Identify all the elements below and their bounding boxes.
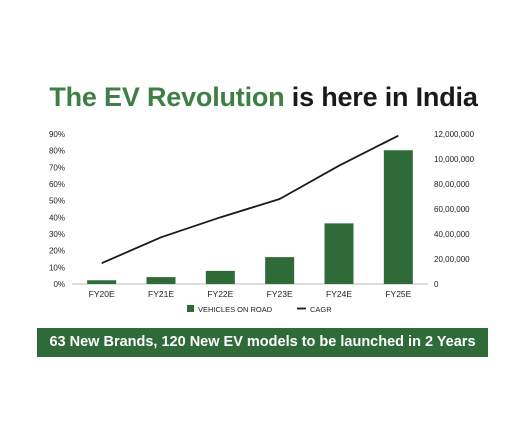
x-tick-label: FY20E bbox=[89, 289, 115, 299]
x-tick-label: FY23E bbox=[267, 289, 293, 299]
x-tick-label: FY22E bbox=[207, 289, 233, 299]
left-tick-label: 0% bbox=[53, 280, 65, 289]
bar bbox=[383, 150, 413, 284]
right-tick-label: 40,00,000 bbox=[434, 230, 470, 239]
legend-bar-swatch bbox=[187, 305, 194, 312]
ev-chart: 0% 10% 20% 30% 40% 50% 60% 70% 80% 90% 0 20,00,000 4… bbox=[49, 130, 475, 314]
left-tick-label: 50% bbox=[49, 197, 65, 206]
legend-line-label: CAGR bbox=[310, 305, 332, 314]
right-tick-label: 0 bbox=[434, 280, 439, 289]
left-tick-label: 60% bbox=[49, 180, 65, 189]
banner: 63 New Brands, 120 New EV models to be l… bbox=[37, 328, 488, 357]
x-tick-label: FY21E bbox=[148, 289, 174, 299]
legend-bar-label: VEHICLES ON ROAD bbox=[198, 305, 273, 314]
left-tick-label: 70% bbox=[49, 163, 65, 172]
bar bbox=[265, 257, 295, 284]
headline-rest: is here in India bbox=[291, 82, 478, 112]
right-tick-label: 80,00,000 bbox=[434, 180, 470, 189]
cagr-line bbox=[101, 134, 399, 264]
bar bbox=[146, 277, 176, 284]
headline-accent: The EV Revolution bbox=[49, 82, 285, 112]
right-tick-label: 10,000,000 bbox=[434, 155, 475, 164]
x-tick-label: FY25E bbox=[385, 289, 411, 299]
headline: The EV Revolution is here in India bbox=[0, 82, 527, 113]
left-tick-label: 40% bbox=[49, 213, 65, 222]
bar bbox=[324, 223, 354, 284]
bar bbox=[87, 280, 117, 284]
left-tick-label: 10% bbox=[49, 263, 65, 272]
x-tick-label: FY24E bbox=[326, 289, 352, 299]
right-tick-label: 20,00,000 bbox=[434, 255, 470, 264]
right-tick-label: 12,000,000 bbox=[434, 130, 475, 139]
left-tick-label: 90% bbox=[49, 130, 65, 139]
bar bbox=[205, 270, 235, 284]
left-tick-label: 20% bbox=[49, 247, 65, 256]
left-tick-label: 80% bbox=[49, 147, 65, 156]
right-tick-label: 60,00,000 bbox=[434, 205, 470, 214]
left-tick-label: 30% bbox=[49, 230, 65, 239]
